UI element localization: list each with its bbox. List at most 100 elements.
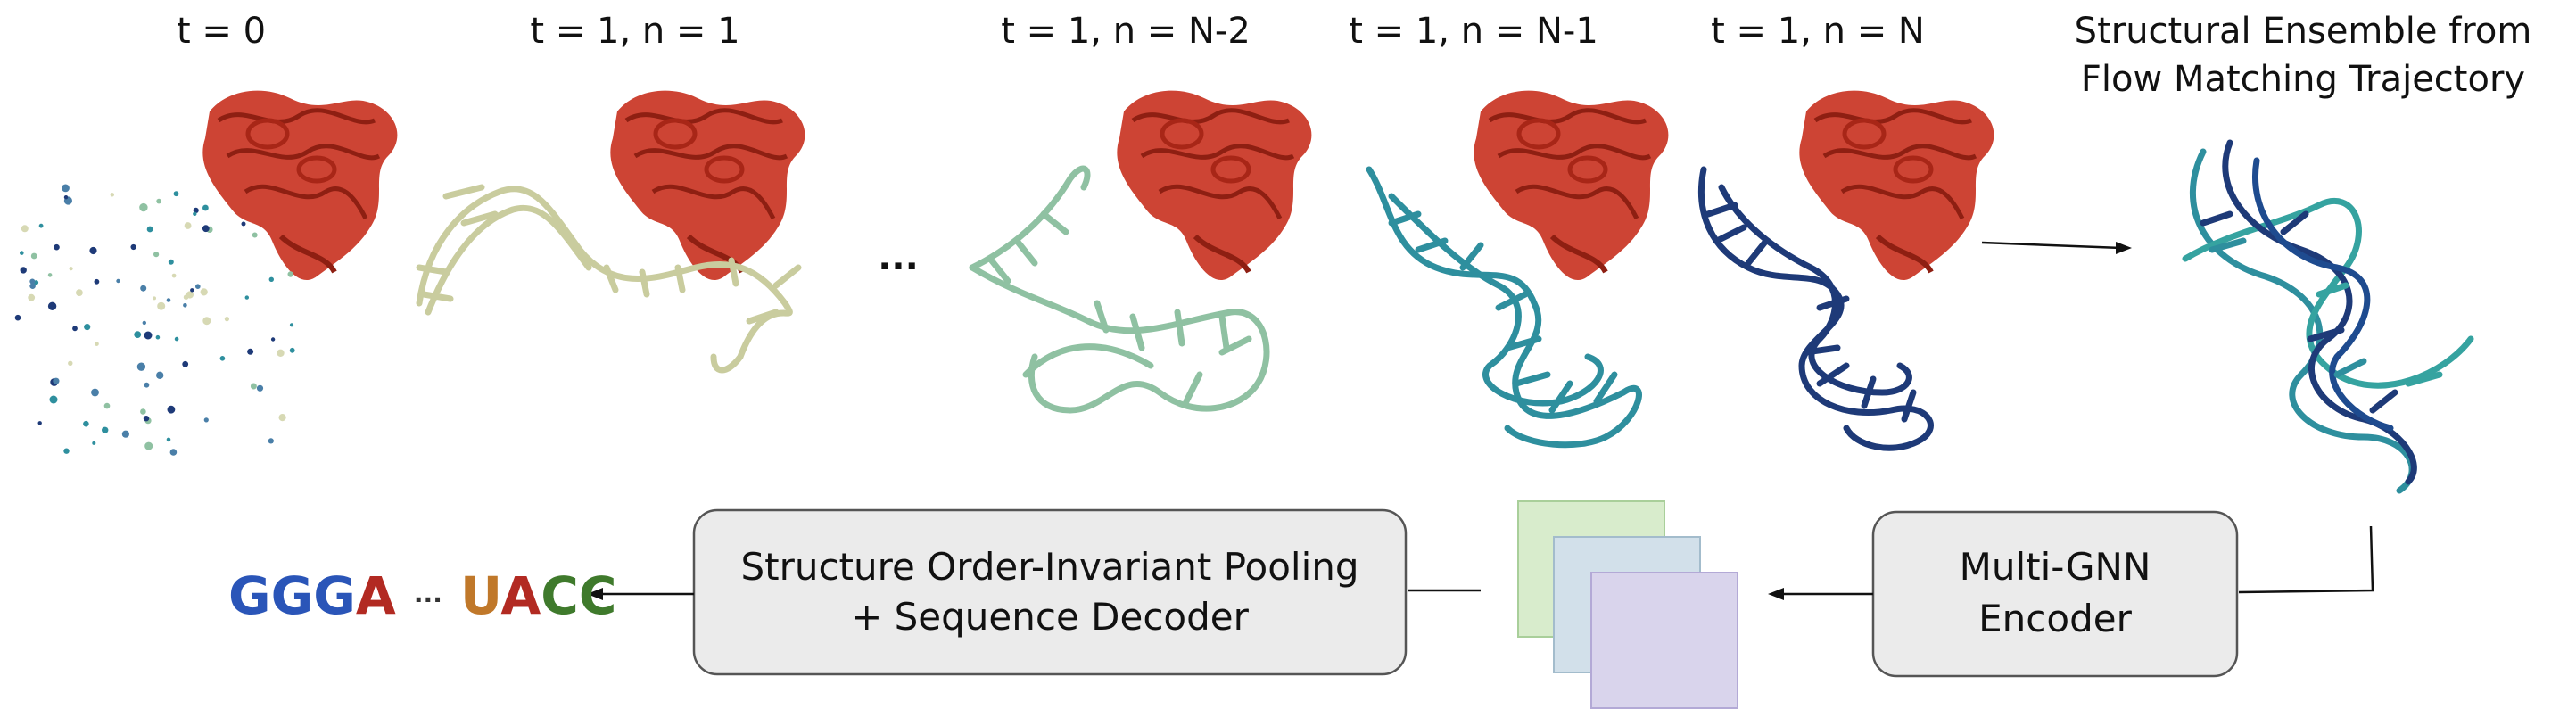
atom-point: [155, 334, 161, 340]
rna-structure-n1: [416, 184, 802, 374]
atom-point: [20, 267, 27, 274]
encoder-box-line2: Encoder: [1978, 597, 2132, 640]
frame-label-n: t = 1, n = N: [1711, 11, 1925, 52]
rna-structure-nm1: [1366, 166, 1642, 449]
atom-point: [140, 408, 146, 415]
atom-point: [30, 252, 37, 260]
atom-point: [156, 371, 164, 379]
encoder-box-line1: Multi-GNN: [1960, 545, 2151, 589]
atom-point: [289, 323, 294, 327]
atom-point: [241, 221, 246, 227]
atom-point: [47, 301, 57, 310]
atom-point: [144, 382, 150, 388]
arrow-to-ensemble-head: [2116, 242, 2132, 254]
atom-point: [47, 273, 53, 277]
atom-point: [202, 204, 209, 211]
atom-point: [134, 331, 142, 338]
atom-point: [190, 288, 194, 293]
atom-point: [102, 426, 109, 433]
atom-point: [89, 246, 97, 255]
atom-point-cloud: [14, 184, 295, 456]
atom-point: [53, 377, 60, 384]
frame-label-nm1: t = 1, n = N-1: [1349, 11, 1598, 52]
atom-point: [153, 296, 156, 301]
atom-point: [200, 288, 208, 296]
atom-point: [256, 384, 264, 392]
atom-point: [268, 438, 274, 444]
decoder-box-line1: Structure Order-Invariant Pooling: [740, 545, 1358, 589]
atom-point: [21, 225, 29, 233]
sequence-left: GGGA: [228, 565, 396, 626]
atom-point: [166, 298, 171, 302]
atom-point: [72, 326, 78, 332]
sequence-letter: A: [356, 565, 396, 626]
atom-point: [103, 402, 111, 409]
protein-structure-nm2: [1117, 91, 1311, 280]
atom-point: [174, 336, 179, 342]
atom-point: [224, 317, 229, 322]
atom-point: [144, 441, 153, 450]
frame-label-n1: t = 1, n = 1: [530, 11, 739, 52]
protein-structure-n: [1799, 91, 1994, 280]
atom-point: [182, 360, 189, 367]
ensemble-title-line1: Structural Ensemble from: [2075, 11, 2532, 52]
atom-point: [140, 285, 147, 292]
atom-point: [183, 303, 187, 308]
ensemble-to-encoder-connector: [2238, 525, 2374, 594]
arrow-encoder-to-embeddings-head: [1768, 588, 1784, 600]
atom-point: [219, 356, 226, 361]
atom-point: [184, 222, 192, 229]
atom-point: [186, 291, 194, 299]
atom-point: [63, 195, 69, 200]
atom-point: [173, 191, 179, 197]
atom-point: [202, 317, 211, 326]
protein-structure-n1: [610, 91, 805, 280]
atom-point: [130, 243, 136, 251]
decoder-box-line2: + Sequence Decoder: [851, 595, 1250, 639]
atom-point: [136, 362, 146, 371]
atom-point: [168, 259, 174, 265]
atom-point: [278, 414, 286, 422]
atom-point: [287, 271, 293, 277]
atom-point: [62, 184, 70, 193]
atom-point: [91, 388, 99, 397]
atom-point: [157, 301, 166, 310]
atom-point: [95, 342, 99, 346]
atom-point: [156, 198, 161, 204]
sequence-letter: G: [271, 565, 314, 626]
sequence-letter: C: [579, 565, 617, 626]
rna-ensemble-overlay: [2182, 139, 2474, 494]
ellipsis: ...: [878, 237, 919, 278]
frame-label-t0: t = 0: [177, 11, 266, 52]
atom-point: [167, 405, 176, 414]
atom-point: [84, 324, 91, 331]
atom-point: [146, 226, 153, 233]
atom-point: [193, 207, 199, 213]
sequence-right: UACC: [460, 565, 616, 626]
embedding-layer-purple: [1590, 572, 1738, 709]
frame-label-nm2: t = 1, n = N-2: [1001, 11, 1251, 52]
atom-point: [270, 337, 276, 342]
protein-structure-nm1: [1474, 91, 1668, 280]
output-sequence: GGGA ··· UACC: [228, 560, 616, 626]
atom-point: [139, 202, 148, 212]
rna-structure-n: [1697, 166, 1934, 451]
protein-structure-t0: [202, 91, 397, 280]
atom-point: [193, 211, 197, 216]
atom-point: [247, 348, 254, 355]
atom-point: [195, 284, 201, 290]
atom-point: [68, 360, 73, 366]
arrow-to-ensemble: [1981, 241, 2122, 250]
atom-point: [116, 278, 120, 284]
arrow-decoder-to-sequence-head: [587, 588, 603, 600]
atom-point: [20, 251, 24, 255]
atom-point: [171, 273, 177, 278]
atom-point: [28, 293, 36, 301]
atom-point: [166, 437, 171, 442]
rna-structure-nm2: [969, 165, 1270, 414]
decoder-box: [692, 508, 1408, 676]
encoder-box: [1871, 510, 2239, 678]
atom-point: [14, 314, 21, 321]
atom-point: [252, 232, 258, 238]
atom-point: [289, 347, 295, 353]
